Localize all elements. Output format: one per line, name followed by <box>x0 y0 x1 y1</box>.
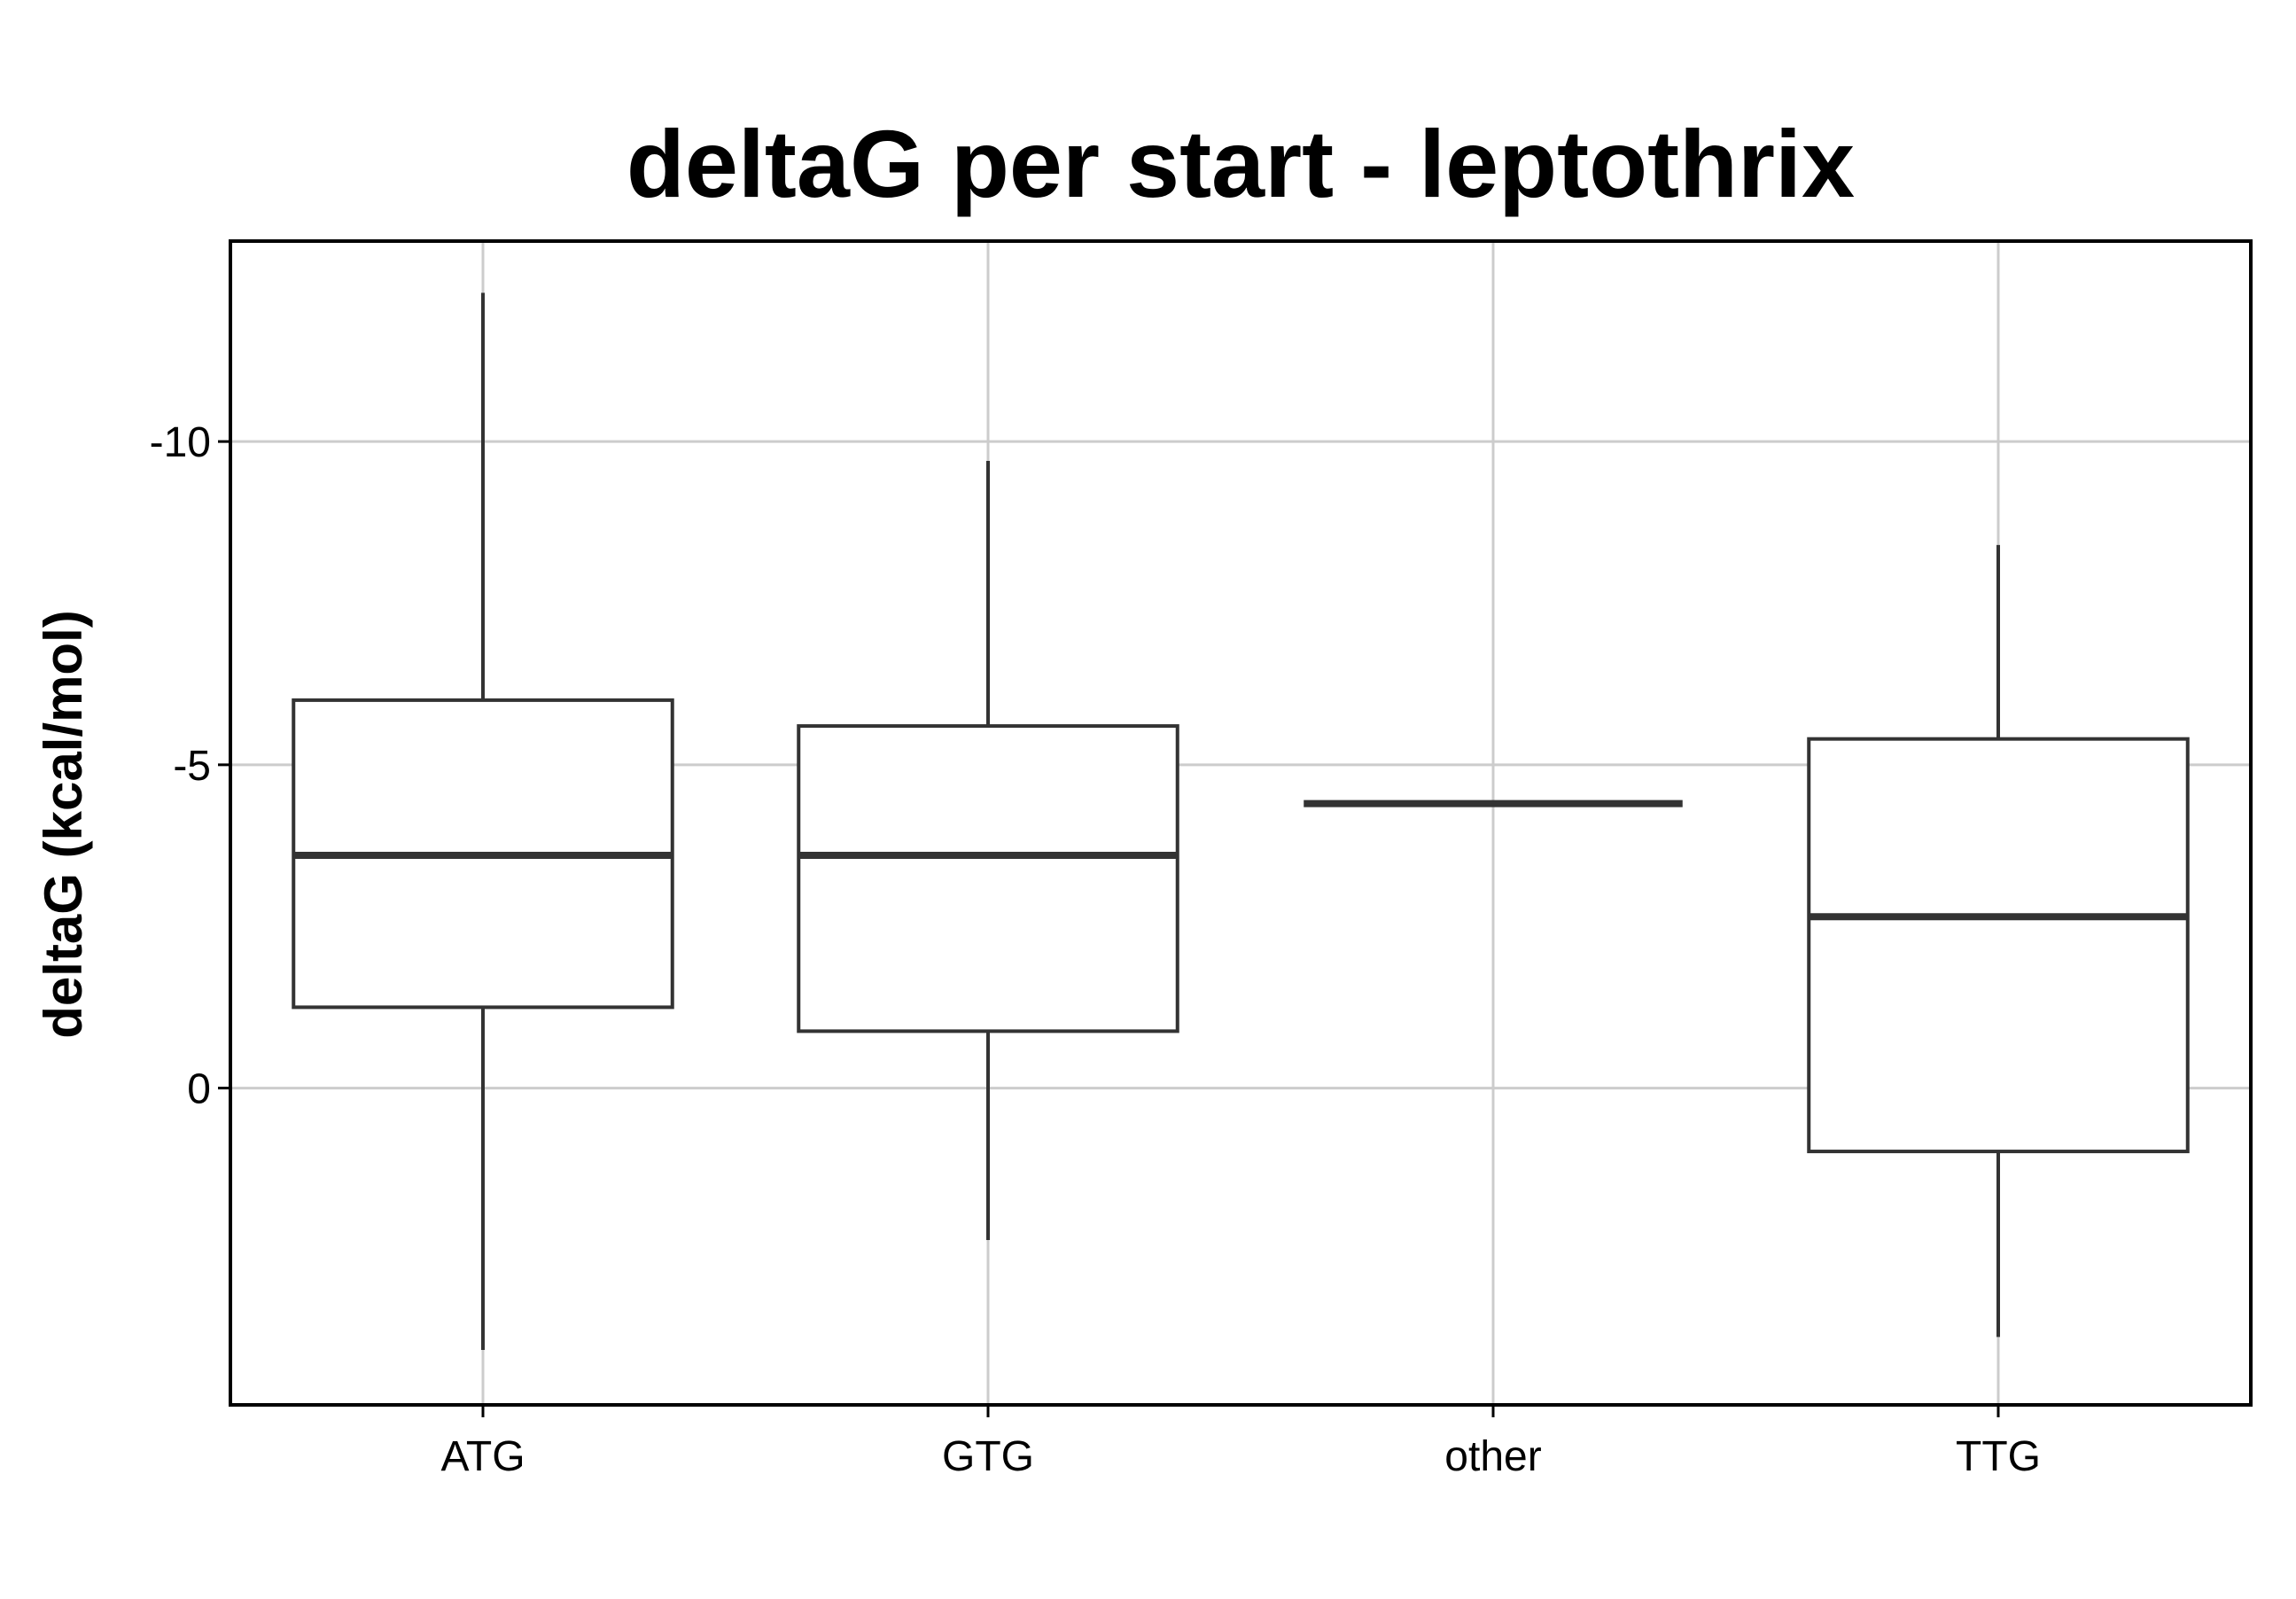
x-tick-label: other <box>1444 1433 1541 1480</box>
y-tick-label: 0 <box>187 1066 211 1113</box>
x-tick-label: ATG <box>440 1433 525 1480</box>
y-tick-label: -5 <box>173 743 211 790</box>
panel-border <box>229 239 2253 1407</box>
y-axis-label: deltaG (kcal/mol) <box>34 610 93 1038</box>
box-ttg <box>1807 737 2190 1154</box>
y-tick-label: -10 <box>150 419 211 466</box>
axis-layer: -10 -5 0 ATG GTG other TTG <box>150 419 2041 1480</box>
box-layer <box>292 292 2190 1350</box>
box-gtg <box>797 724 1179 1034</box>
x-tick-label: GTG <box>942 1433 1034 1480</box>
x-tick-label: TTG <box>1956 1433 2041 1480</box>
chart-title: deltaG per start - leptothrix <box>627 110 1855 217</box>
